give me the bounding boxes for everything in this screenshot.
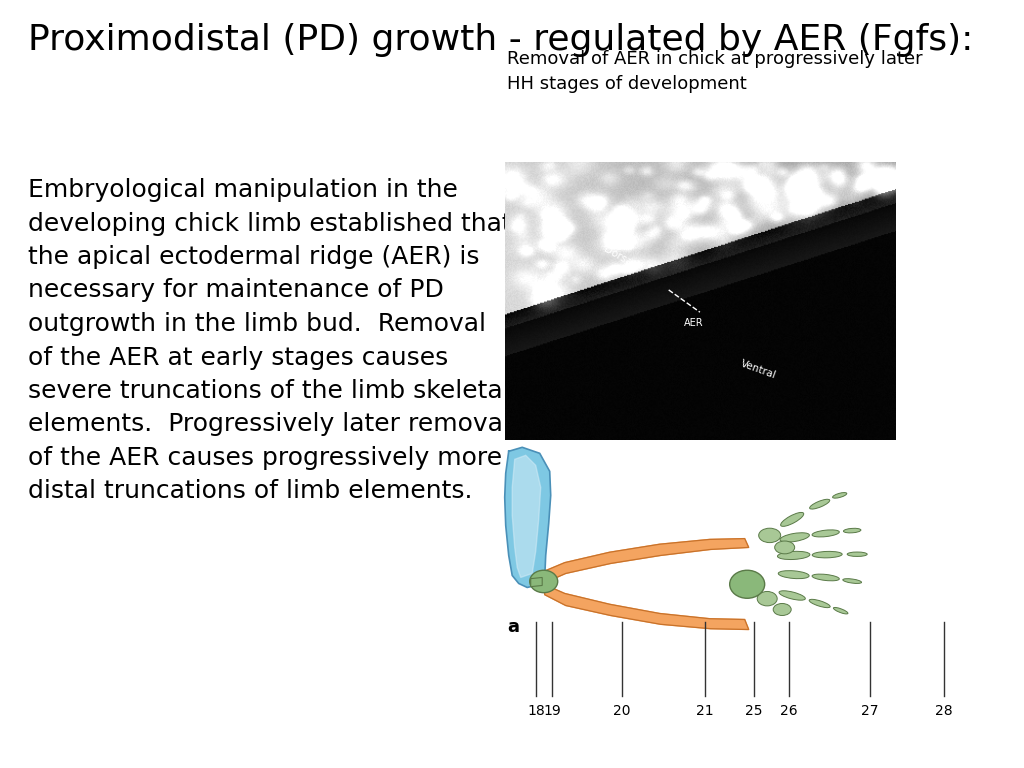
Text: 28: 28 (935, 703, 952, 717)
Ellipse shape (779, 591, 805, 600)
Ellipse shape (833, 492, 847, 498)
Polygon shape (530, 578, 543, 587)
Text: Embryological manipulation in the
developing chick limb established that
the api: Embryological manipulation in the develo… (28, 178, 512, 504)
Polygon shape (544, 584, 749, 630)
Ellipse shape (812, 530, 840, 537)
Ellipse shape (757, 591, 777, 606)
Text: 26: 26 (780, 703, 798, 717)
Ellipse shape (809, 599, 830, 607)
Text: AER: AER (684, 318, 703, 328)
Circle shape (730, 571, 765, 598)
Circle shape (529, 571, 558, 593)
Text: Proximodistal (PD) growth - regulated by AER (Fgfs):: Proximodistal (PD) growth - regulated by… (28, 23, 974, 57)
Text: Dorsal: Dorsal (602, 244, 637, 270)
Text: 18: 18 (527, 703, 545, 717)
Ellipse shape (834, 607, 848, 614)
Text: a: a (507, 618, 519, 636)
Ellipse shape (777, 551, 810, 560)
Ellipse shape (775, 541, 795, 554)
Text: Ventral: Ventral (739, 359, 777, 381)
Ellipse shape (778, 571, 809, 578)
Text: 25: 25 (744, 703, 763, 717)
Ellipse shape (812, 551, 842, 558)
Ellipse shape (847, 552, 867, 557)
Ellipse shape (843, 578, 861, 584)
Ellipse shape (812, 574, 840, 581)
Ellipse shape (773, 604, 792, 615)
Ellipse shape (780, 512, 804, 526)
Polygon shape (512, 455, 541, 578)
Ellipse shape (759, 528, 780, 543)
Ellipse shape (780, 533, 809, 542)
Polygon shape (505, 447, 551, 588)
Text: Removal of AER in chick at progressively later
HH stages of development: Removal of AER in chick at progressively… (507, 50, 923, 93)
Ellipse shape (810, 499, 829, 509)
Text: 20: 20 (613, 703, 631, 717)
Ellipse shape (844, 528, 861, 533)
Text: b: b (507, 320, 520, 338)
Text: 19: 19 (544, 703, 561, 717)
Text: 21: 21 (696, 703, 714, 717)
Polygon shape (544, 538, 749, 583)
Text: 27: 27 (861, 703, 879, 717)
